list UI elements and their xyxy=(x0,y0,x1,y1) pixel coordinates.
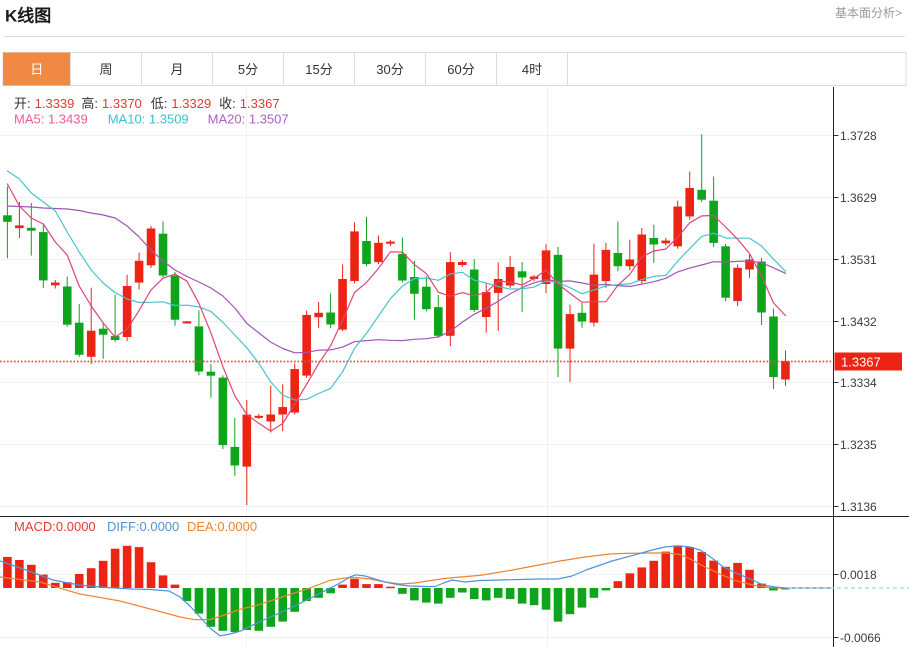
svg-text:1.3432: 1.3432 xyxy=(840,315,877,329)
svg-text:0.0018: 0.0018 xyxy=(840,568,877,582)
svg-text:1.3531: 1.3531 xyxy=(840,253,877,267)
svg-text:60分: 60分 xyxy=(447,62,474,77)
svg-text:1.3728: 1.3728 xyxy=(840,129,877,143)
svg-text:5分: 5分 xyxy=(238,62,258,77)
svg-text:日: 日 xyxy=(30,62,43,77)
svg-text:DEA:0.0000: DEA:0.0000 xyxy=(187,519,257,534)
svg-text:DIFF:0.0000: DIFF:0.0000 xyxy=(107,519,179,534)
svg-text:周: 周 xyxy=(99,62,112,77)
svg-text:基本面分析>: 基本面分析> xyxy=(835,6,902,20)
svg-text:1.3629: 1.3629 xyxy=(840,191,877,205)
svg-text:1.3235: 1.3235 xyxy=(840,438,877,452)
svg-text:K线图: K线图 xyxy=(5,6,51,26)
svg-text:1.3136: 1.3136 xyxy=(840,500,877,514)
svg-text:30分: 30分 xyxy=(376,62,403,77)
svg-text:1.3367: 1.3367 xyxy=(841,355,881,370)
svg-text:4时: 4时 xyxy=(522,62,542,77)
svg-text:MACD:0.0000: MACD:0.0000 xyxy=(14,519,96,534)
svg-text:-0.0066: -0.0066 xyxy=(840,631,881,645)
svg-text:1.3334: 1.3334 xyxy=(840,376,877,390)
svg-text:月: 月 xyxy=(170,62,183,77)
svg-text:15分: 15分 xyxy=(305,62,332,77)
